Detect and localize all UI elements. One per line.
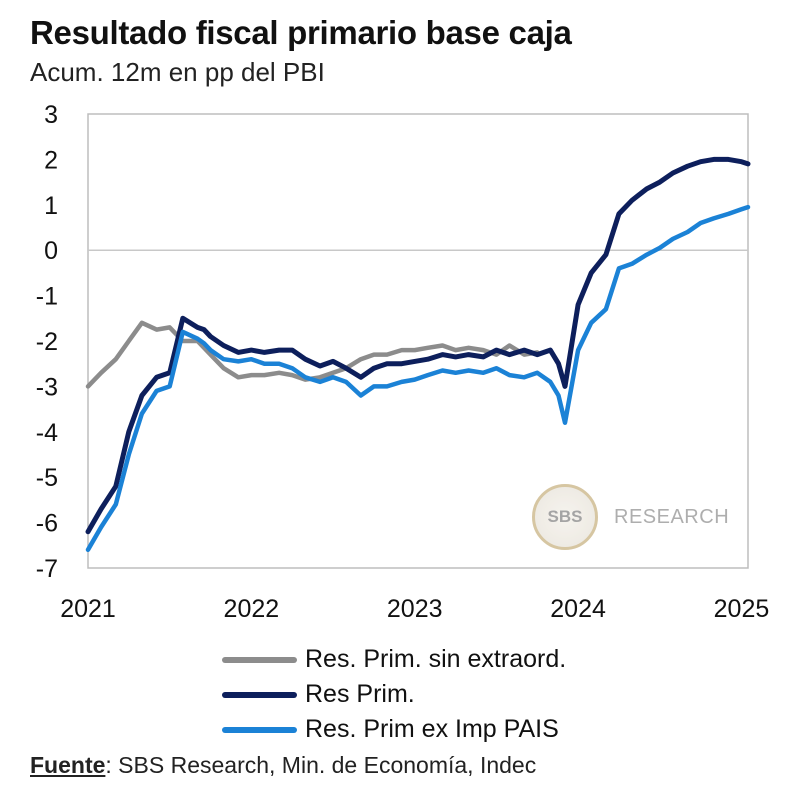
chart-title: Resultado fiscal primario base caja bbox=[30, 14, 572, 51]
x-tick-label: 2024 bbox=[550, 595, 606, 623]
plot-frame bbox=[87, 113, 749, 569]
legend-item-gray: Res. Prim. sin extraord. bbox=[222, 642, 566, 677]
legend-label: Res. Prim. sin extraord. bbox=[305, 645, 567, 673]
y-tick-label: 0 bbox=[44, 237, 58, 265]
y-tick-label: -3 bbox=[36, 373, 58, 401]
source-note: Fuente: SBS Research, Min. de Economía, … bbox=[30, 752, 536, 779]
source-label: Fuente bbox=[30, 752, 106, 778]
y-tick-label: 1 bbox=[44, 192, 58, 220]
legend-swatch-blue bbox=[222, 726, 297, 733]
series-line-1 bbox=[85, 156, 751, 535]
y-tick-label: -7 bbox=[36, 555, 58, 583]
watermark-logo-text: SBS bbox=[547, 507, 583, 526]
x-tick-label: 2022 bbox=[224, 595, 280, 623]
watermark: SBS RESEARCH bbox=[532, 484, 729, 550]
legend-label: Res. Prim ex Imp PAIS bbox=[305, 715, 559, 743]
legend: Res. Prim. sin extraord. Res Prim. Res. … bbox=[222, 642, 566, 747]
y-tick-label: -5 bbox=[36, 464, 58, 492]
x-tick-label: 2025 bbox=[714, 595, 770, 623]
series-line-2 bbox=[85, 204, 751, 553]
legend-label: Res Prim. bbox=[305, 680, 415, 708]
source-text: : SBS Research, Min. de Economía, Indec bbox=[105, 752, 537, 778]
legend-swatch-gray bbox=[222, 656, 297, 663]
x-tick-label: 2023 bbox=[387, 595, 443, 623]
legend-swatch-navy bbox=[222, 691, 297, 698]
y-tick-label: -2 bbox=[36, 328, 58, 356]
y-tick-label: -4 bbox=[36, 419, 58, 447]
y-tick-label: 2 bbox=[44, 146, 58, 174]
y-tick-label: -6 bbox=[36, 510, 58, 538]
legend-item-navy: Res Prim. bbox=[222, 677, 566, 712]
legend-item-blue: Res. Prim ex Imp PAIS bbox=[222, 712, 566, 747]
y-tick-label: -1 bbox=[36, 283, 58, 311]
chart-subtitle: Acum. 12m en pp del PBI bbox=[30, 57, 325, 87]
y-tick-label: 3 bbox=[44, 101, 58, 129]
x-tick-label: 2021 bbox=[60, 595, 116, 623]
watermark-text: RESEARCH bbox=[614, 505, 730, 528]
sbs-logo-icon: SBS bbox=[532, 484, 598, 550]
